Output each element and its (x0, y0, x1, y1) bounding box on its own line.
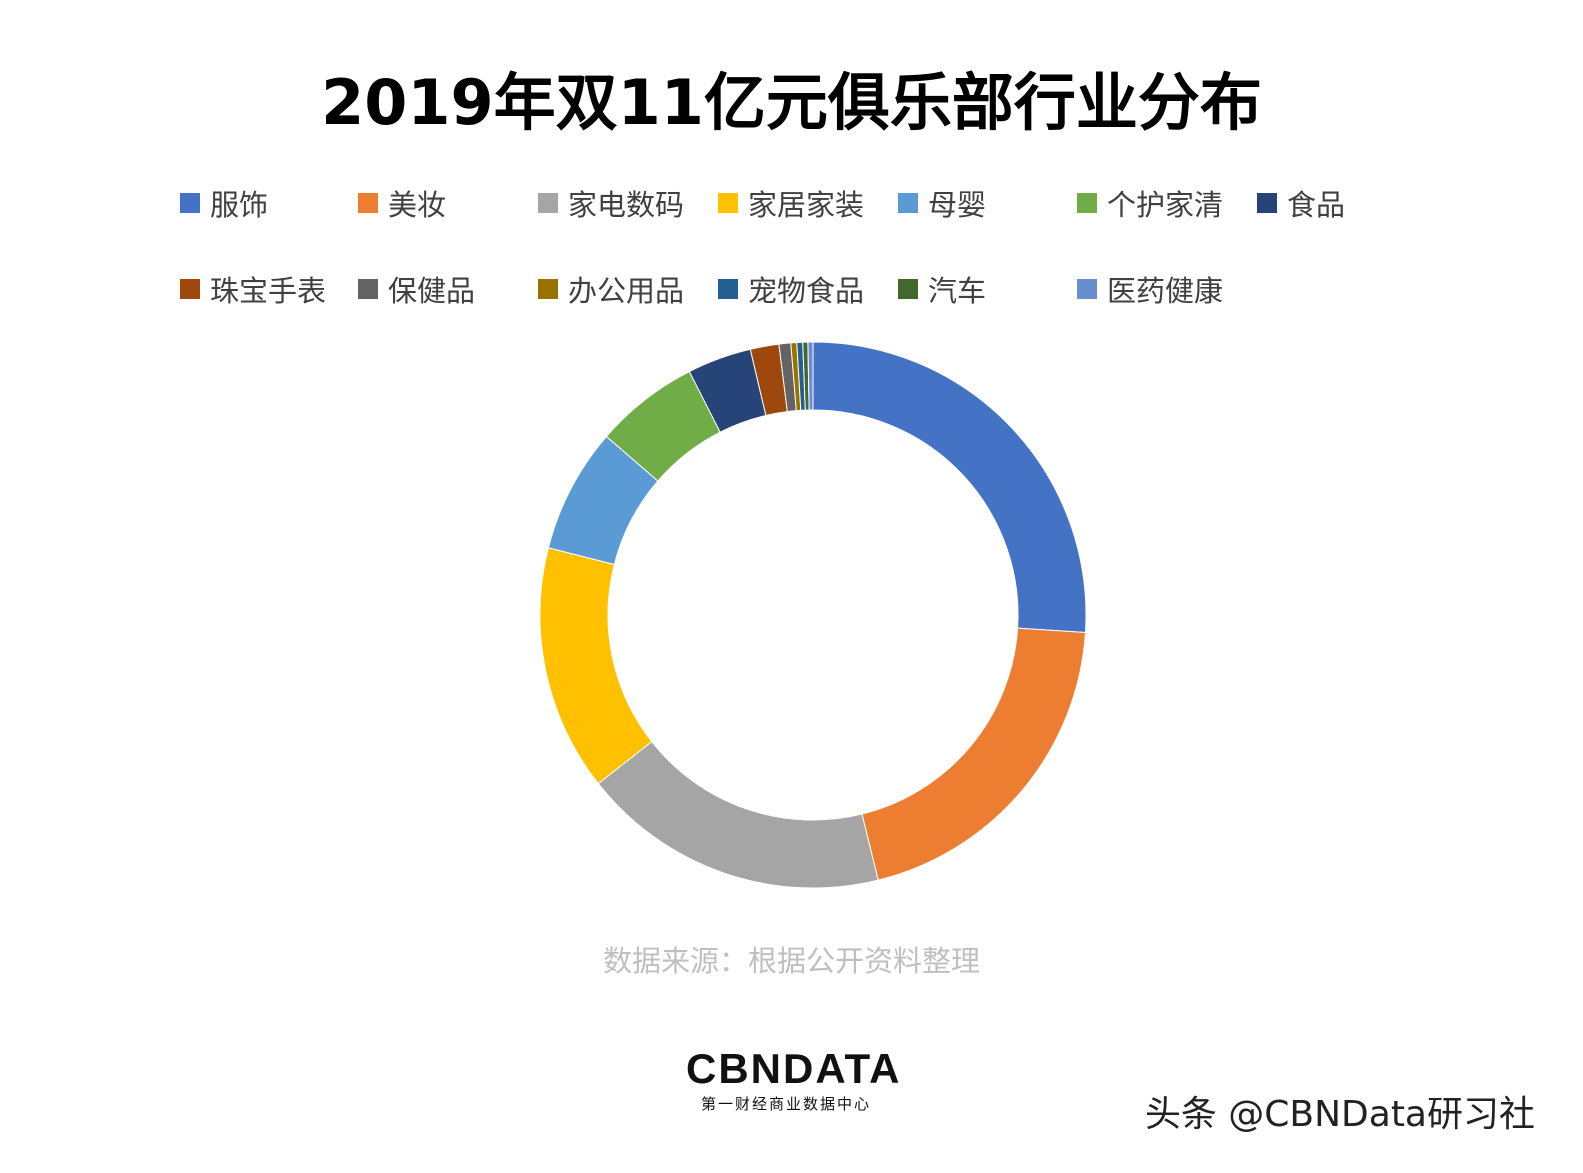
legend-label: 家电数码 (568, 188, 685, 222)
legend-swatch (1257, 193, 1277, 213)
legend-label: 美妆 (388, 188, 447, 222)
legend-label: 服饰 (210, 188, 269, 222)
donut-slice-家居家装 (539, 547, 653, 785)
source-note: 数据来源：根据公开资料整理 (602, 944, 980, 978)
legend-swatch (538, 193, 558, 213)
legend-label: 食品 (1287, 188, 1346, 222)
legend-item: 保健品 (358, 268, 475, 310)
legend-swatch (718, 193, 738, 213)
legend-label: 珠宝手表 (210, 274, 327, 308)
legend-item: 医药健康 (1077, 268, 1223, 310)
logo-subtitle: 第一财经商业数据中心 (700, 1095, 871, 1113)
legend-label: 医药健康 (1107, 274, 1224, 308)
legend-swatch (180, 279, 200, 299)
donut-slice-医药健康 (807, 341, 814, 411)
watermark: 头条 @CBNData研习社 (1144, 1094, 1535, 1135)
legend-swatch (358, 193, 378, 213)
legend-item: 珠宝手表 (180, 268, 326, 310)
legend-swatch (180, 193, 200, 213)
legend-swatch (538, 279, 558, 299)
legend-label: 保健品 (388, 274, 476, 308)
legend-item: 办公用品 (538, 268, 684, 310)
legend-item: 汽车 (898, 268, 986, 310)
chart-title: 2019年双11亿元俱乐部行业分布 (321, 66, 1262, 139)
legend-item: 美妆 (358, 182, 446, 224)
legend-item: 宠物食品 (718, 268, 864, 310)
legend-item: 食品 (1257, 182, 1345, 224)
legend-label: 宠物食品 (748, 274, 865, 308)
donut-slice-美妆 (861, 627, 1086, 881)
legend-label: 家居家装 (748, 188, 865, 222)
legend-swatch (718, 279, 738, 299)
legend-swatch (1077, 193, 1097, 213)
donut-slice-家电数码 (597, 740, 879, 889)
legend-item: 个护家清 (1077, 182, 1223, 224)
legend-label: 办公用品 (568, 274, 685, 308)
donut-slice-服饰 (812, 341, 1087, 634)
legend-item: 母婴 (898, 182, 986, 224)
legend-label: 个护家清 (1107, 188, 1224, 222)
cbndata-logo: CBNDATA 第一财经商业数据中心 (686, 1045, 902, 1114)
legend-swatch (898, 279, 918, 299)
legend-swatch (358, 279, 378, 299)
logo-text: CBNDATA (686, 1045, 902, 1092)
legend-item: 家电数码 (538, 182, 684, 224)
legend-item: 服饰 (180, 182, 268, 224)
legend-item: 家居家装 (718, 182, 864, 224)
legend-label: 母婴 (928, 188, 987, 222)
legend-swatch (898, 193, 918, 213)
legend-label: 汽车 (928, 274, 987, 308)
legend-swatch (1077, 279, 1097, 299)
